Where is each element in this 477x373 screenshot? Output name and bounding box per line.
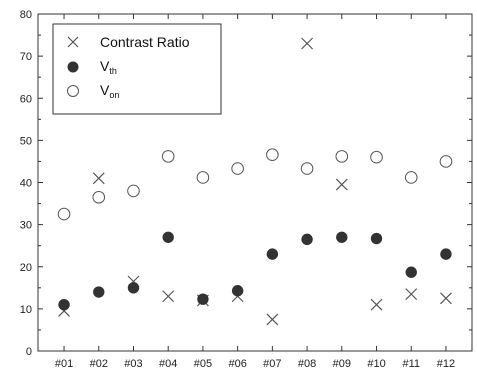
point-von bbox=[300, 162, 314, 175]
legend-label-von-main: V bbox=[100, 82, 110, 98]
point-vth bbox=[197, 293, 209, 305]
legend-label-vth-main: V bbox=[100, 58, 110, 74]
point-von bbox=[57, 207, 71, 221]
x-marker-icon bbox=[67, 36, 79, 48]
x-marker-stroke bbox=[440, 292, 452, 305]
point-contrast-ratio bbox=[405, 288, 418, 301]
legend-item-contrast-ratio: Contrast Ratio bbox=[67, 34, 190, 50]
x-tick-label: #07 bbox=[263, 358, 281, 370]
x-marker-stroke bbox=[92, 172, 105, 185]
point-vth bbox=[162, 231, 174, 243]
legend-item-vth: Vth bbox=[67, 58, 117, 76]
point-contrast-ratio bbox=[301, 37, 314, 50]
legend-item-von: Von bbox=[67, 82, 119, 100]
legend: Contrast Ratio Vth Von bbox=[52, 23, 222, 115]
x-tick-label: #05 bbox=[194, 358, 212, 370]
point-von bbox=[335, 150, 349, 163]
point-von bbox=[370, 150, 383, 164]
y-tick-label: 40 bbox=[20, 178, 32, 190]
point-von bbox=[92, 190, 106, 204]
y-tick-label: 80 bbox=[20, 9, 32, 21]
legend-label-von: Von bbox=[100, 82, 119, 100]
y-tick-label: 0 bbox=[26, 346, 32, 358]
point-vth bbox=[266, 248, 279, 260]
x-tick-label: #10 bbox=[367, 358, 385, 370]
x-marker-stroke bbox=[162, 290, 175, 303]
x-tick-label: #04 bbox=[159, 358, 177, 370]
point-von bbox=[266, 148, 279, 161]
point-von bbox=[161, 150, 175, 163]
x-marker-stroke bbox=[335, 178, 348, 191]
y-tick-label: 70 bbox=[20, 51, 32, 63]
point-contrast-ratio bbox=[92, 172, 105, 185]
point-vth bbox=[440, 248, 452, 260]
point-von bbox=[127, 184, 140, 198]
data-marks bbox=[57, 37, 453, 326]
y-axis-ticks: 0 10 20 30 40 50 60 70 80 bbox=[20, 9, 472, 358]
point-vth bbox=[370, 232, 383, 245]
point-vth bbox=[405, 266, 417, 278]
filled-circle-icon bbox=[67, 61, 79, 73]
point-von bbox=[404, 171, 418, 184]
y-tick-label: 30 bbox=[20, 220, 32, 232]
point-vth bbox=[231, 285, 244, 297]
legend-label-vth-sub: th bbox=[109, 66, 117, 76]
open-circle-icon bbox=[67, 85, 79, 97]
point-von bbox=[231, 162, 244, 175]
point-vth bbox=[301, 233, 313, 246]
x-tick-label: #11 bbox=[402, 358, 420, 370]
x-axis-ticks: #01 #02 #03 #04 #05 #06 #07 #08 #09 #10 #11 #12 bbox=[55, 14, 455, 370]
point-vth bbox=[58, 298, 70, 311]
x-tick-label: #09 bbox=[333, 358, 351, 370]
point-vth bbox=[127, 282, 140, 294]
x-marker-stroke bbox=[301, 37, 314, 50]
x-tick-label: #12 bbox=[437, 358, 455, 370]
point-contrast-ratio bbox=[370, 298, 383, 311]
y-tick-label: 60 bbox=[20, 93, 32, 105]
x-marker-stroke bbox=[405, 288, 418, 301]
x-marker-stroke bbox=[370, 298, 383, 311]
y-tick-label: 50 bbox=[20, 135, 32, 147]
y-tick-label: 10 bbox=[20, 304, 32, 316]
legend-label-vth: Vth bbox=[100, 58, 117, 76]
y-tick-label: 20 bbox=[20, 262, 32, 274]
x-marker-stroke bbox=[266, 313, 279, 326]
point-contrast-ratio bbox=[162, 290, 175, 303]
point-vth bbox=[93, 286, 105, 298]
point-contrast-ratio bbox=[266, 313, 279, 326]
x-tick-label: #02 bbox=[90, 358, 108, 370]
legend-box bbox=[52, 23, 222, 115]
legend-label-contrast-ratio: Contrast Ratio bbox=[100, 34, 190, 50]
point-vth bbox=[336, 231, 348, 243]
point-contrast-ratio bbox=[440, 292, 452, 305]
legend-label-von-sub: on bbox=[109, 90, 119, 100]
point-contrast-ratio bbox=[335, 178, 348, 191]
x-tick-label: #03 bbox=[124, 358, 142, 370]
point-von bbox=[196, 171, 210, 184]
point-von bbox=[439, 155, 453, 168]
x-tick-label: #01 bbox=[55, 358, 73, 370]
x-tick-label: #08 bbox=[298, 358, 316, 370]
x-tick-label: #06 bbox=[228, 358, 246, 370]
